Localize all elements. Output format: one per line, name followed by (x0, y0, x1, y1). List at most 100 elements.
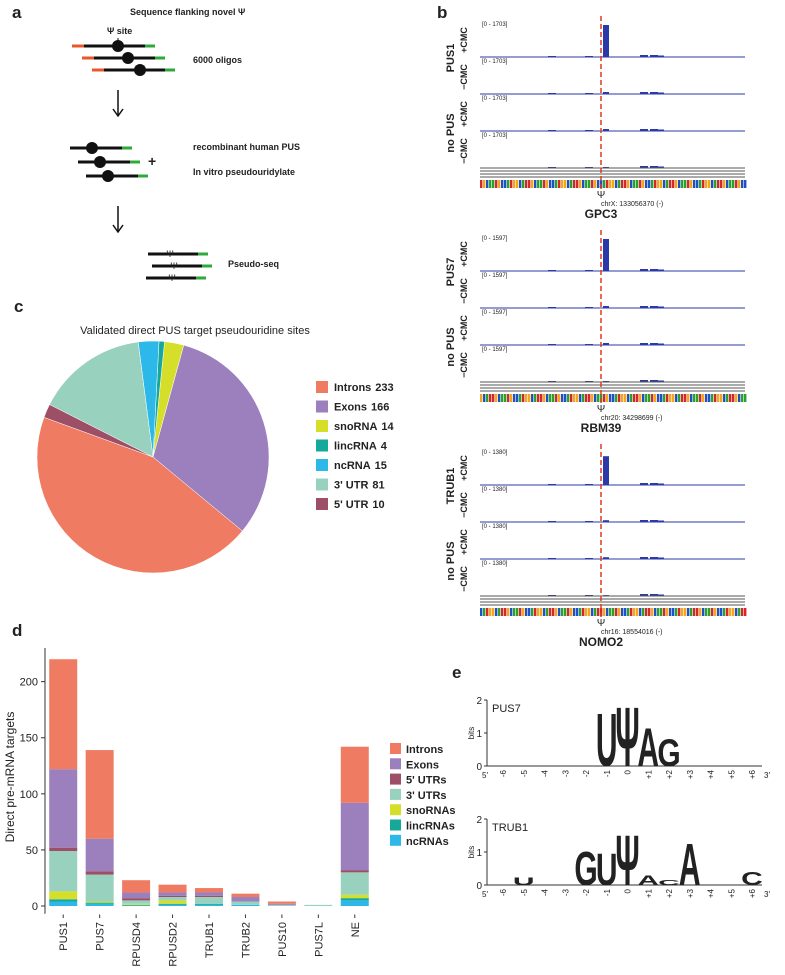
sequence-base (594, 394, 597, 402)
track-signal (656, 92, 664, 94)
sequence-base (699, 180, 702, 188)
sequence-base (651, 180, 654, 188)
sequence-base (663, 180, 666, 188)
group-label: no PUS (445, 541, 457, 580)
track-signal (585, 558, 593, 559)
legend-swatch (316, 439, 328, 452)
text: + (148, 153, 156, 169)
sequence-base (582, 180, 585, 188)
sequence-base (645, 394, 648, 402)
coordinate: chr20: 34298699 (-) (601, 415, 662, 422)
sequence-base (615, 180, 618, 188)
sequence-base (561, 394, 564, 402)
legend-value: 81 (372, 480, 384, 492)
sequence-base (543, 608, 546, 616)
track-signal (650, 129, 658, 131)
track-signal (656, 594, 664, 596)
sequence-base (597, 608, 600, 616)
sequence-base (606, 394, 609, 402)
sequence-base (666, 180, 669, 188)
track-signal (656, 166, 664, 168)
text: recombinant human PUS (193, 142, 300, 152)
sequence-base (702, 608, 705, 616)
sequence-base (504, 394, 507, 402)
psi-site (102, 170, 114, 182)
sequence-base (690, 394, 693, 402)
psi-site (112, 40, 124, 52)
sequence-base (684, 394, 687, 402)
sequence-base (546, 608, 549, 616)
sequence-base (657, 394, 660, 402)
sequence-base (660, 608, 663, 616)
group-label: no PUS (445, 327, 457, 366)
legend-swatch (390, 743, 401, 754)
track-range: [0 - 1703] (482, 59, 508, 65)
sequence-base (711, 608, 714, 616)
sequence-base (531, 180, 534, 188)
sequence-base (495, 608, 498, 616)
sequence-base (573, 608, 576, 616)
bar-segment (158, 897, 187, 901)
y-tick-label: 1 (476, 848, 482, 859)
sequence-base (588, 608, 591, 616)
track-label: +CMC (459, 101, 469, 127)
pie-slice (43, 404, 154, 458)
pie-slice (36, 417, 243, 574)
legend-value: 4 (381, 441, 388, 453)
sequence-base (525, 394, 528, 402)
psi-site (122, 52, 134, 64)
bar-segment (85, 838, 114, 872)
track-range: [0 - 1703] (482, 96, 508, 102)
bar-segment (122, 903, 151, 905)
sequence-base (693, 180, 696, 188)
sequence-base (741, 394, 744, 402)
text: Ψ site (107, 26, 132, 36)
position-label: -2 (582, 769, 591, 777)
psi-label: Ψ (597, 404, 605, 415)
bar-segment (340, 898, 369, 901)
position-label: +6 (748, 769, 757, 779)
sequence-base (603, 180, 606, 188)
track-signal (640, 129, 648, 131)
logo-letter: A (637, 873, 659, 888)
sequence-base (531, 608, 534, 616)
track-signal (585, 344, 593, 345)
track-range: [0 - 1380] (482, 487, 508, 493)
legend-entry: snoRNAs (406, 805, 456, 817)
track-signal (656, 306, 664, 308)
y-tick-label: 2 (476, 696, 482, 707)
legend-entry: 5' UTRs (406, 775, 447, 787)
legend-entry: lincRNA 4 (334, 441, 388, 453)
track-signal (585, 130, 593, 131)
sequence-base (483, 180, 486, 188)
sequence-base (606, 608, 609, 616)
sequence-base (723, 180, 726, 188)
legend-entry: snoRNA 14 (334, 421, 395, 433)
track-label: +CMC (459, 27, 469, 53)
sequence-base (480, 394, 483, 402)
text: Pseudo-seq (228, 259, 279, 269)
sequence-base (624, 394, 627, 402)
position-label: -4 (541, 888, 550, 896)
sequence-base (591, 180, 594, 188)
track-signal (650, 306, 658, 308)
track-peak (603, 557, 609, 559)
sequence-base (576, 394, 579, 402)
track-label: +CMC (459, 315, 469, 341)
sequence-base (717, 608, 720, 616)
sequence-base (741, 608, 744, 616)
track-range: [0 - 1380] (482, 561, 508, 567)
track-signal (548, 558, 556, 559)
bar-segment (195, 903, 223, 905)
y-tick-label: 0 (476, 762, 482, 773)
position-label: -4 (541, 769, 550, 777)
track-signal (656, 520, 664, 522)
track-range: [0 - 1703] (482, 22, 508, 28)
sequence-base (567, 180, 570, 188)
track-signal (548, 270, 556, 271)
track-range: [0 - 1703] (482, 133, 508, 139)
sequence-base (636, 394, 639, 402)
psi-mark: Ψ (168, 273, 176, 283)
track-peak (603, 129, 609, 131)
